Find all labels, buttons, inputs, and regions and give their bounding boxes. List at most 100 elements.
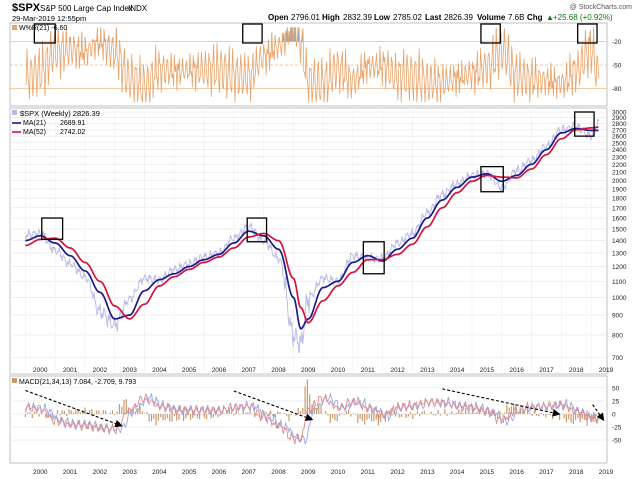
- macd-panel: [9, 375, 608, 464]
- index-name: S&P 500 Large Cap Index: [40, 4, 133, 13]
- trend-arrow: [25, 389, 123, 428]
- ma21-legend-name: MA(21): [23, 120, 46, 127]
- price-tick-label: 2300: [612, 154, 627, 161]
- symbol-label: $SPX: [12, 2, 41, 14]
- macd-tick-label: -25: [612, 425, 622, 432]
- x-tick-label: 2014: [450, 367, 465, 374]
- macd-legend-swatch: [12, 378, 17, 383]
- ma52-legend-name: MA(52): [23, 129, 46, 136]
- macd-x-tick-label: 2008: [271, 469, 286, 476]
- macd-x-tick-label: 2013: [420, 469, 435, 476]
- price-tick-label: 2200: [612, 162, 627, 169]
- high-value: 2832.39: [343, 13, 372, 22]
- macd-x-tick-label: 2014: [450, 469, 465, 476]
- price-tick-label: 1600: [612, 216, 627, 223]
- williams-legend-label: W%R(21) -6.60: [19, 25, 67, 32]
- williams-tick-label: -80: [612, 86, 622, 93]
- price-tick-label: 3000: [612, 110, 627, 117]
- williams-lines: [25, 27, 599, 103]
- chg-value: +25.68 (+0.92%): [553, 13, 613, 22]
- price-tick-label: 2900: [612, 115, 627, 122]
- price-tick-label: 1700: [612, 205, 627, 212]
- macd-x-tick-label: 2016: [509, 469, 524, 476]
- price-tick-label: 1800: [612, 196, 627, 203]
- macd-x-tick-label: 2002: [93, 469, 108, 476]
- x-tick-label: 2012: [390, 367, 405, 374]
- watermark: @ StockCharts.com: [570, 4, 633, 11]
- trend-arrows: [25, 388, 605, 428]
- macd-x-tick-label: 2005: [182, 469, 197, 476]
- price-axis: 700 800 900 1000 1100 1200 1300 1400 1500 1600 170…: [612, 110, 627, 362]
- macd-x-tick-label: 2012: [390, 469, 405, 476]
- macd-tick-label: 25: [612, 398, 620, 405]
- trend-arrow: [233, 390, 314, 421]
- chg-label: Chg: [527, 13, 543, 22]
- x-tick-label: 2000: [33, 367, 48, 374]
- price-tick-label: 2600: [612, 134, 627, 141]
- macd-x-tick-label: 2011: [361, 469, 375, 476]
- price-legend-swatch: [12, 110, 17, 115]
- low-value: 2785.02: [393, 13, 422, 22]
- ma21-legend-value: 2689.91: [60, 120, 85, 127]
- x-tick-label: 2010: [331, 367, 346, 374]
- price-tick-label: 2000: [612, 178, 627, 185]
- volume-label: Volume: [477, 13, 506, 22]
- price-tick-label: 800: [612, 332, 623, 339]
- price-x-axis: 2000 2001 2002 2003 2004 2005 2006 2007 2008 2009…: [33, 367, 614, 374]
- williams-highlight-box: [242, 23, 263, 44]
- price-tick-label: 1300: [612, 251, 627, 258]
- williams-highlight-box: [33, 23, 56, 44]
- macd-x-tick-label: 2017: [539, 469, 554, 476]
- williams-legend-swatch: [12, 25, 17, 30]
- price-tick-label: 2500: [612, 140, 627, 147]
- macd-x-tick-label: 2009: [301, 469, 316, 476]
- macd-x-tick-label: 2010: [331, 469, 346, 476]
- price-tick-label: 1200: [612, 264, 627, 271]
- price-panel: [9, 107, 608, 375]
- price-grid: [10, 108, 607, 374]
- open-value: 2796.01: [291, 13, 320, 22]
- x-tick-label: 2007: [241, 367, 256, 374]
- price-tick-label: 1100: [612, 279, 626, 286]
- x-tick-label: 2011: [361, 367, 375, 374]
- price-tick-label: 1400: [612, 238, 627, 245]
- macd-x-tick-label: 2006: [212, 469, 227, 476]
- exchange-label: INDX: [128, 4, 148, 13]
- ma52-legend-value: 2742.02: [60, 129, 85, 136]
- macd-x-tick-label: 2004: [152, 469, 167, 476]
- volume-value: 7.6B: [508, 13, 524, 22]
- macd-legend: MACD(21,34,13) 7.084, -2.709, 9.793: [12, 378, 136, 386]
- macd-x-tick-label: 2019: [599, 469, 614, 476]
- x-tick-label: 2018: [569, 367, 584, 374]
- macd-x-axis: 2000 2001 2002 2003 2004 2005 2006 2007 2008 2009…: [33, 469, 614, 476]
- price-legend: $SPX (Weekly) 2826.39 MA(21) 2689.91 MA(…: [12, 109, 100, 136]
- x-tick-label: 2015: [480, 367, 495, 374]
- price-highlight-box: [362, 241, 385, 275]
- x-tick-label: 2009: [301, 367, 316, 374]
- last-value: 2826.39: [444, 13, 473, 22]
- trend-arrow: [592, 404, 605, 421]
- x-tick-label: 2003: [122, 367, 137, 374]
- x-tick-label: 2008: [271, 367, 286, 374]
- price-highlight-box: [41, 217, 64, 241]
- price-tick-label: 700: [612, 355, 623, 362]
- price-legend-label: $SPX (Weekly) 2826.39: [20, 109, 100, 118]
- x-tick-label: 2019: [599, 367, 614, 374]
- price-highlight-box: [574, 111, 595, 137]
- last-label: Last: [425, 13, 442, 22]
- price-tick-label: 1900: [612, 187, 627, 194]
- open-label: Open: [268, 13, 289, 22]
- highlight-boxes: [33, 23, 598, 275]
- macd-legend-label: MACD(21,34,13) 7.084, -2.709, 9.793: [19, 379, 136, 386]
- macd-axis: 50 25 0 -25 -50: [612, 385, 622, 444]
- williams-tick-label: -20: [612, 39, 622, 46]
- date-label: 29-Mar-2019 12:55pm: [12, 14, 86, 23]
- macd-x-tick-label: 2000: [33, 469, 48, 476]
- williams-highlight-box: [480, 23, 501, 44]
- low-label: Low: [374, 13, 391, 22]
- price-tick-label: 2800: [612, 121, 627, 128]
- williams-tick-label: -50: [612, 63, 622, 70]
- x-tick-label: 2006: [212, 367, 227, 374]
- macd-x-tick-label: 2001: [63, 469, 78, 476]
- macd-x-tick-label: 2018: [569, 469, 584, 476]
